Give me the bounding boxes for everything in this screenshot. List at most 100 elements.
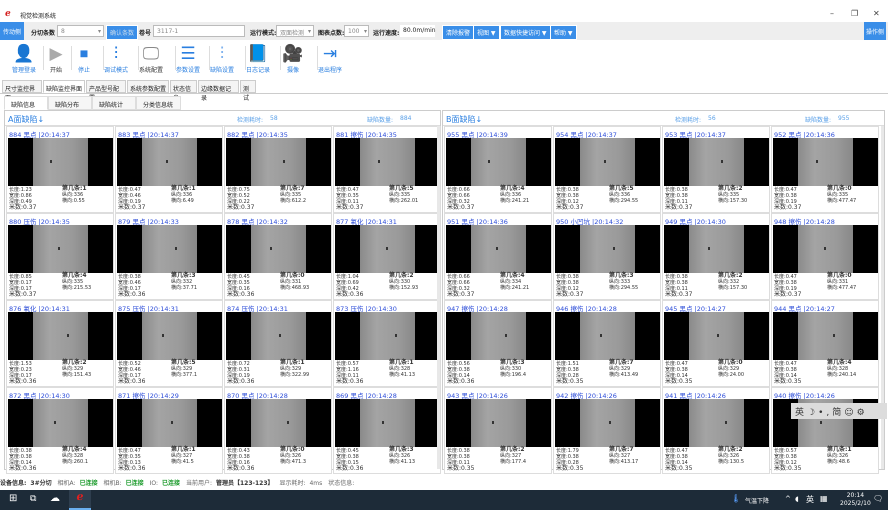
toolbar-button-stop[interactable]: ⏹ 停止 [67, 44, 101, 74]
defect-card[interactable]: 953 黑点 |20:14:37 长度:0.38 宽度:0.38 深度:0.11 米数:… [662, 126, 770, 213]
defect-image[interactable] [117, 225, 222, 273]
defect-card[interactable]: 942 擦伤 |20:14:26 长度:1.79 宽度:0.38 深度:0.28 米数:… [553, 387, 661, 474]
defect-image[interactable] [664, 138, 769, 186]
tab-3[interactable]: 系统参数配置 [127, 80, 169, 93]
defect-image[interactable] [335, 399, 440, 447]
defect-card[interactable]: 884 黑点 |20:14:37 长度:1.23 宽度:0.86 深度:0.49 米数:… [6, 126, 114, 213]
keyboard-icon[interactable]: ▦ [820, 494, 828, 503]
defect-image[interactable] [555, 399, 660, 447]
defect-card[interactable]: 883 黑点 |20:14:37 长度:0.47 宽度:0.46 深度:0.19 米数:… [115, 126, 223, 213]
defect-card[interactable]: 878 黑点 |20:14:32 长度:0.45 宽度:0.35 深度:0.16 米数:… [224, 213, 332, 300]
tab-2[interactable]: 产品型号配置 [86, 80, 126, 102]
defect-image[interactable] [226, 312, 331, 360]
defect-card[interactable]: 871 擦伤 |20:14:29 长度:0.47 宽度:0.35 深度:0.13 米数:… [115, 387, 223, 474]
defect-image[interactable] [555, 312, 660, 360]
defect-image[interactable] [8, 225, 113, 273]
defect-image[interactable] [117, 312, 222, 360]
defect-card[interactable]: 882 黑点 |20:14:35 长度:0.75 宽度:0.52 深度:0.22 米数:… [224, 126, 332, 213]
tab-1[interactable]: 缺陷监控界面 [43, 80, 85, 93]
defect-image[interactable] [446, 225, 551, 273]
view-menu[interactable]: 视图 ▼ [473, 25, 500, 40]
app-taskbar-icon[interactable]: ☁ [50, 493, 60, 504]
defect-image[interactable] [446, 399, 551, 447]
defect-card[interactable]: 873 压伤 |20:14:30 长度:0.57 宽度:1.16 深度:0.11 米数:… [333, 300, 441, 387]
tray-chevron-icon[interactable]: ^ [785, 495, 791, 503]
defect-image[interactable] [446, 312, 551, 360]
defect-image[interactable] [335, 225, 440, 273]
operate-side-button[interactable]: 操作侧 [864, 22, 887, 40]
network-icon[interactable]: ◖ [795, 495, 799, 503]
defect-image[interactable] [8, 399, 113, 447]
toolbar-button-camera[interactable]: 🎥 摄像 [276, 44, 310, 74]
toolbar-button-user[interactable]: 👤 管理登录 [7, 44, 41, 74]
toolbar-button-log[interactable]: 📘 日志记录 [241, 44, 275, 74]
defect-card[interactable]: 876 氧化 |20:14:31 长度:1.53 宽度:0.23 深度:0.17 米数:… [6, 300, 114, 387]
subtab-2[interactable]: 缺陷统计 [92, 96, 136, 110]
defect-image[interactable] [773, 225, 878, 273]
defect-image[interactable] [664, 312, 769, 360]
mode-select[interactable]: 双面检测 ▾ [276, 25, 314, 37]
defect-card[interactable]: 877 氧化 |20:14:31 长度:1.04 宽度:0.69 深度:0.42 米数:… [333, 213, 441, 300]
defect-image[interactable] [446, 138, 551, 186]
defect-image[interactable] [773, 138, 878, 186]
subtab-0[interactable]: 缺陷信息 [4, 96, 48, 110]
defect-card[interactable]: 880 压伤 |20:14:35 长度:0.85 宽度:0.17 深度:0.17 米数:… [6, 213, 114, 300]
panel-scrollbar[interactable] [437, 126, 440, 469]
task-view-icon[interactable]: ⧉ [30, 494, 37, 504]
defect-image[interactable] [335, 312, 440, 360]
defect-card[interactable]: 954 黑点 |20:14:37 长度:0.38 宽度:0.38 深度:0.12 米数:… [553, 126, 661, 213]
roll-input[interactable]: 3117-1 [153, 25, 245, 37]
tab-6[interactable]: 测试 [240, 80, 256, 102]
defect-card[interactable]: 944 黑点 |20:14:27 长度:0.47 宽度:0.38 深度:0.14 米数:… [771, 300, 879, 387]
gear-icon[interactable]: ⚙ [856, 408, 868, 418]
ime-simplified-button[interactable]: 简 [832, 408, 845, 418]
defect-image[interactable] [555, 138, 660, 186]
panel-scrollbar[interactable] [881, 126, 884, 469]
toolbar-button-equalizer[interactable]: ⫶ 缺陷设置 [205, 44, 239, 74]
defect-image[interactable] [555, 225, 660, 273]
defect-image[interactable] [773, 312, 878, 360]
ime-lang-button[interactable]: 英 [795, 408, 808, 418]
tab-0[interactable]: 尺寸监控界面 [2, 80, 42, 102]
punct-icon[interactable]: •, [818, 408, 833, 418]
subtab-3[interactable]: 分类信息统计 [136, 96, 181, 118]
ime-indicator[interactable]: 英 [806, 495, 814, 504]
notification-icon[interactable]: 🗨 [873, 494, 884, 503]
defect-image[interactable] [664, 225, 769, 273]
points-select[interactable]: 100 ▾ [344, 25, 369, 37]
defect-card[interactable]: 946 擦伤 |20:14:28 长度:1.51 宽度:0.38 深度:0.28 米数:… [553, 300, 661, 387]
help-menu[interactable]: 帮助 ▼ [550, 25, 577, 40]
defect-card[interactable]: 948 擦伤 |20:14:28 长度:0.47 宽度:0.38 深度:0.19 米数:… [771, 213, 879, 300]
defect-image[interactable] [226, 225, 331, 273]
defect-card[interactable]: 875 压伤 |20:14:31 长度:0.52 宽度:0.46 深度:0.17 米数:… [115, 300, 223, 387]
inspection-app-taskbar-icon[interactable]: ℯ [69, 490, 91, 510]
confirm-count-button[interactable]: 确认条数 [106, 25, 139, 40]
toolbar-button-monitor[interactable]: 🖵 系统配置 [134, 44, 168, 74]
defect-card[interactable]: 950 小凹坑 |20:14:32 长度:0.38 宽度:0.38 深度:0.12 米数… [553, 213, 661, 300]
tab-5[interactable]: 边缘数据记录 [198, 80, 239, 102]
trigger-side-button[interactable]: 传动侧 [0, 22, 25, 40]
defect-card[interactable]: 951 黑点 |20:14:36 长度:0.66 宽度:0.66 深度:0.32 米数:… [444, 213, 552, 300]
defect-card[interactable]: 941 黑点 |20:14:26 长度:0.47 宽度:0.38 深度:0.14 米数:… [662, 387, 770, 474]
defect-card[interactable]: 947 擦伤 |20:14:28 长度:0.56 宽度:0.38 深度:0.14 米数:… [444, 300, 552, 387]
defect-image[interactable] [226, 138, 331, 186]
split-count-select[interactable]: 8 ▾ [57, 25, 104, 37]
clock[interactable]: 20:14 2025/2/10 [840, 492, 871, 508]
defect-image[interactable] [8, 138, 113, 186]
defect-card[interactable]: 881 擦伤 |20:14:35 长度:0.47 宽度:0.35 深度:0.11 米数:… [333, 126, 441, 213]
defect-card[interactable]: 945 黑点 |20:14:27 长度:0.47 宽度:0.38 深度:0.14 米数:… [662, 300, 770, 387]
clear-alarm-button[interactable]: 清除报警 [442, 25, 475, 40]
data-shortcut-menu[interactable]: 数据快捷访问 ▼ [500, 25, 551, 40]
defect-image[interactable] [117, 138, 222, 186]
tab-4[interactable]: 状态信息 [170, 80, 197, 102]
defect-card[interactable]: 940 擦伤 |20:14:26 长度:0.57 宽度:0.38 深度:0.12 米数:… [771, 387, 879, 474]
restore-button[interactable]: ❐ [851, 9, 859, 18]
defect-image[interactable] [117, 399, 222, 447]
defect-image[interactable] [8, 312, 113, 360]
defect-card[interactable]: 870 黑点 |20:14:28 长度:0.43 宽度:0.38 深度:0.16 米数:… [224, 387, 332, 474]
defect-card[interactable]: 949 黑点 |20:14:30 长度:0.38 宽度:0.38 深度:0.11 米数:… [662, 213, 770, 300]
defect-card[interactable]: 872 黑点 |20:14:30 长度:0.38 宽度:0.38 深度:0.14 米数:… [6, 387, 114, 474]
toolbar-button-exit[interactable]: ⇥ 退出程序 [313, 44, 347, 74]
defect-image[interactable] [664, 399, 769, 447]
defect-card[interactable]: 879 黑点 |20:14:33 长度:0.38 宽度:0.46 深度:0.17 米数:… [115, 213, 223, 300]
